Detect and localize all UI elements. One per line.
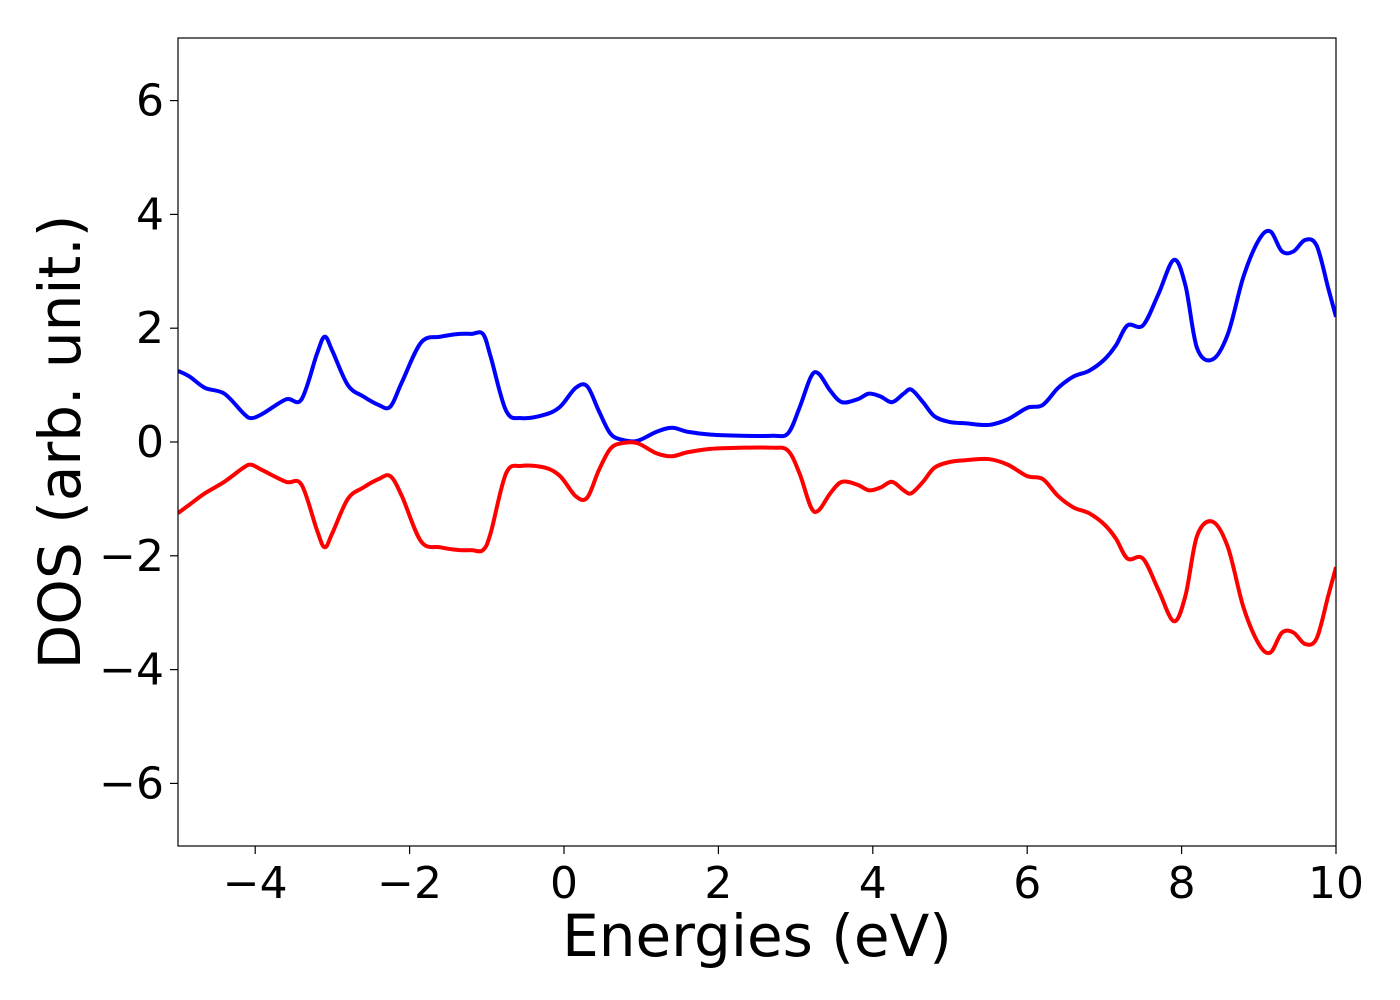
y-tick-label: −2 [99,531,164,582]
y-tick-label: 2 [136,303,164,354]
x-tick-label: 6 [1013,858,1041,909]
x-tick-label: 4 [859,858,887,909]
series-layer [178,228,1336,656]
plot-frame [177,37,1337,847]
dos-series-line-positive [178,228,1336,444]
y-tick-label: 6 [136,76,164,127]
dos-series-line-negative [178,440,1336,656]
x-tick-label: −4 [223,858,288,909]
x-tick-label: 8 [1168,858,1196,909]
y-axis-ticks: −6 −4 −2 0 2 4 6 [99,76,178,809]
x-axis-title: Energies (eV) [562,902,952,970]
x-tick-label: 2 [704,858,732,909]
x-axis-ticks: −4 −2 0 2 4 6 8 10 [223,846,1364,909]
x-tick-label: −2 [377,858,442,909]
y-tick-label: −6 [99,758,164,809]
x-tick-label: 0 [550,858,578,909]
y-tick-label: 4 [136,189,164,240]
y-axis-title: DOS (arb. unit.) [26,215,94,670]
y-tick-label: −4 [99,645,164,696]
x-tick-label: 10 [1308,858,1364,909]
y-tick-label: 0 [136,417,164,468]
